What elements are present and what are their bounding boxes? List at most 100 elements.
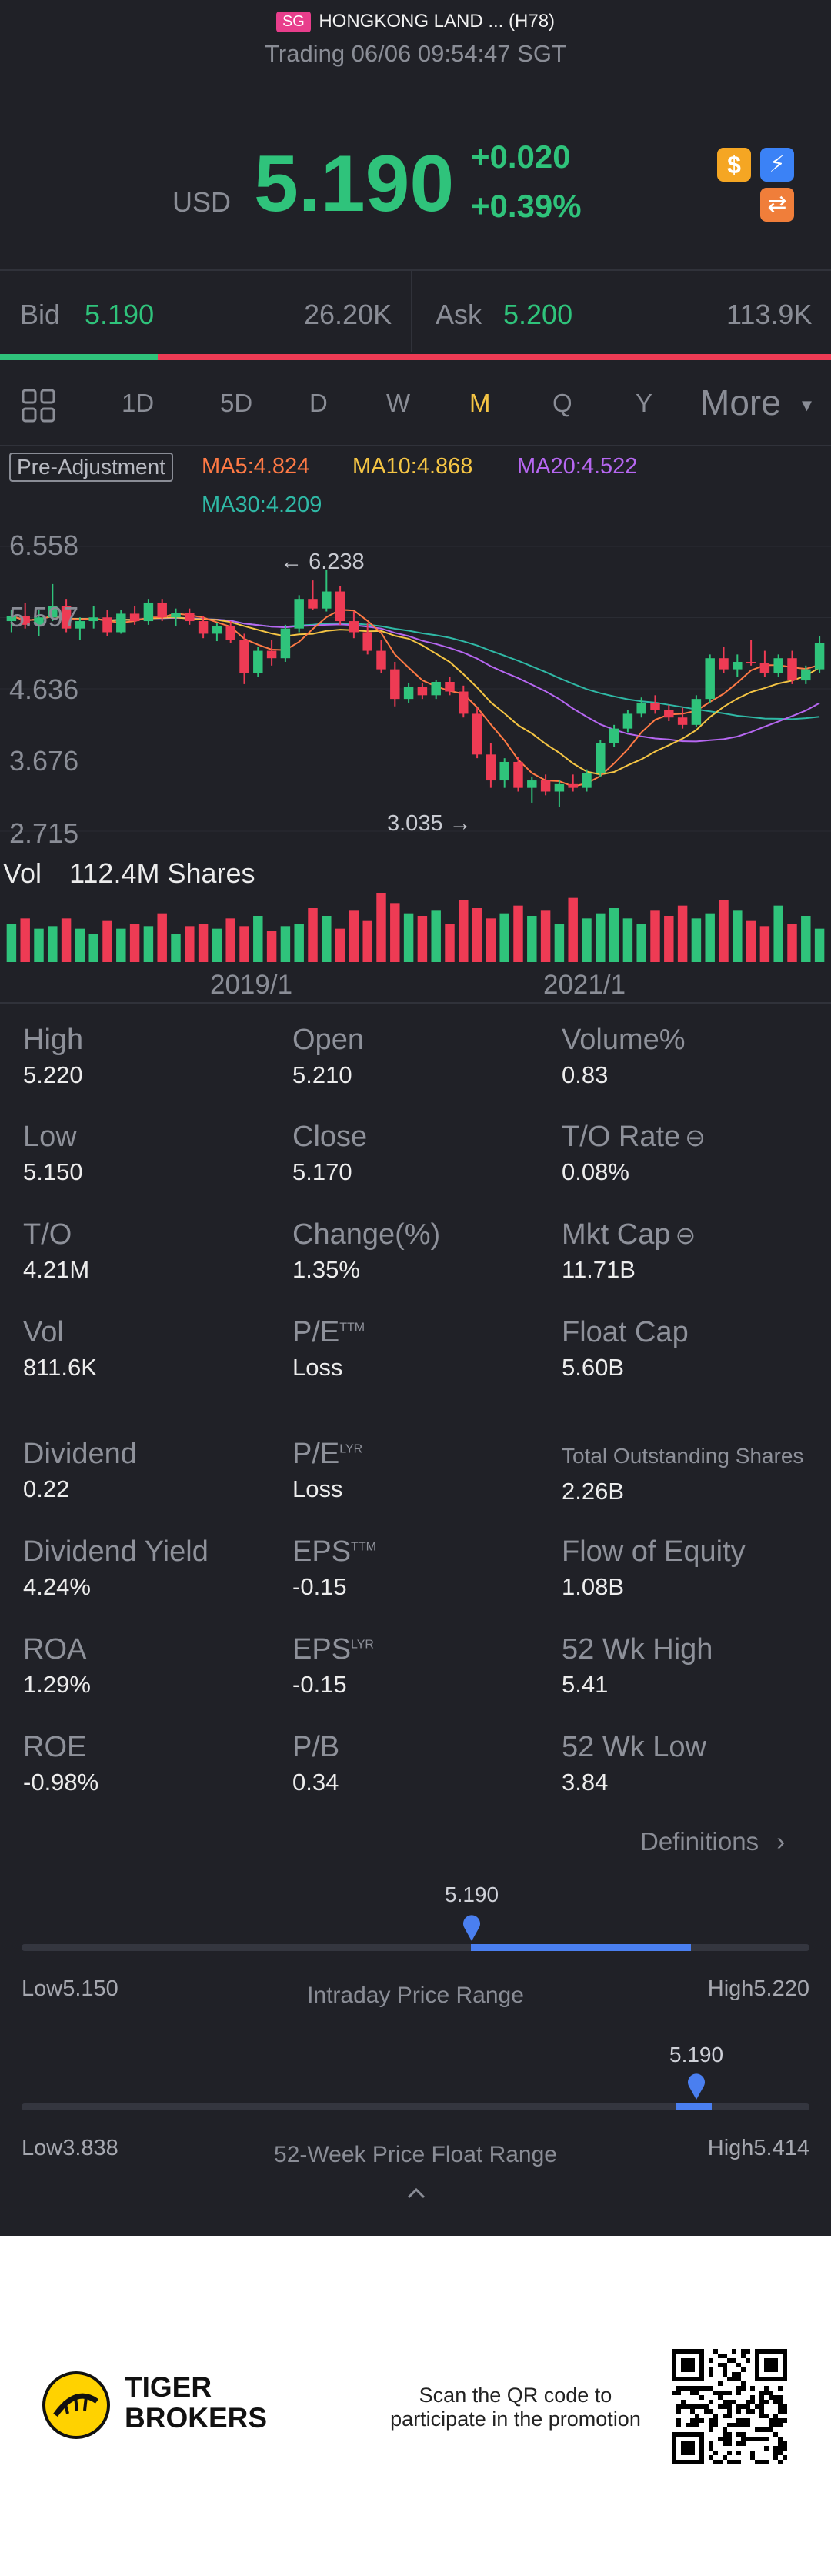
min-price-marker: 3.035 → <box>387 811 472 837</box>
layout-grid-icon[interactable] <box>22 389 55 423</box>
stat-label: Volume% <box>562 1024 686 1057</box>
arrow-left-icon: ← <box>280 550 302 574</box>
info-icon[interactable]: ⊖ <box>685 1124 706 1151</box>
tabs-divider <box>0 445 831 446</box>
candle <box>787 650 797 684</box>
candle-body <box>499 761 509 781</box>
candle-body <box>513 761 523 788</box>
collapse-chevron-up-icon[interactable] <box>406 2186 426 2203</box>
intraday-high: High5.220 <box>707 1976 809 2001</box>
stat-label: Dividend Yield <box>23 1535 209 1569</box>
volume-bar <box>554 924 565 962</box>
volume-bar <box>390 903 400 962</box>
candle <box>417 682 428 700</box>
stat-label-suffix: TTM <box>351 1540 376 1554</box>
tab-d[interactable]: D <box>309 389 328 417</box>
candle <box>622 710 633 733</box>
definitions-link[interactable]: Definitions › <box>640 1827 785 1856</box>
candle <box>102 610 112 636</box>
stat-label-suffix: LYR <box>351 1638 374 1652</box>
stat-value: 4.24% <box>23 1573 91 1600</box>
qr-code-icon[interactable] <box>672 2349 787 2464</box>
stat-cell: 52 Wk High 5.41 <box>562 1633 713 1699</box>
candle <box>185 608 195 625</box>
stat-value: 5.170 <box>292 1158 352 1185</box>
candle-body <box>486 754 496 781</box>
stat-value: 5.150 <box>23 1158 83 1185</box>
candle-body <box>677 717 688 725</box>
candle <box>609 724 619 747</box>
info-icon[interactable]: ⊖ <box>675 1221 696 1249</box>
volume-bar <box>759 926 770 962</box>
stat-cell: P/ETTM Loss <box>292 1316 365 1382</box>
max-price-value: 6.238 <box>309 550 365 574</box>
stat-cell: P/ELYR Loss <box>292 1438 362 1503</box>
stat-value: 5.60B <box>562 1354 625 1381</box>
stat-label: 52 Wk Low <box>562 1731 706 1764</box>
tab-w[interactable]: W <box>386 389 411 417</box>
candle <box>75 617 85 640</box>
stat-label: Dividend <box>23 1438 137 1471</box>
swap-icon[interactable]: ⇄ <box>760 188 794 222</box>
stat-cell: T/O 4.21M <box>23 1218 89 1284</box>
candle-body <box>472 713 482 755</box>
candle <box>596 740 606 777</box>
stat-label: Close <box>292 1121 367 1154</box>
volume-bar <box>705 913 715 962</box>
stat-cell: EPSTTM -0.15 <box>292 1535 376 1601</box>
stat-cell: EPSLYR -0.15 <box>292 1633 374 1699</box>
stat-label-text: Total Outstanding Shares <box>562 1444 804 1468</box>
caret-down-icon: ▼ <box>798 395 816 415</box>
stock-name[interactable]: HONGKONG LAND ... (H78) <box>319 11 556 32</box>
candle-body <box>239 640 249 673</box>
stat-cell: Total Outstanding Shares 2.26B <box>562 1438 803 1505</box>
bid-price: 5.190 <box>85 299 155 330</box>
stat-value: 2.26B <box>562 1478 625 1505</box>
stat-value: 5.41 <box>562 1671 609 1698</box>
candle <box>746 640 756 666</box>
bid-ask-separator <box>411 271 412 352</box>
tab-q[interactable]: Q <box>552 389 572 417</box>
volume-bar <box>362 920 372 962</box>
candle <box>540 774 551 796</box>
stat-label-text: Volume% <box>562 1024 686 1056</box>
pre-adjustment-toggle[interactable]: Pre-Adjustment <box>9 453 173 482</box>
candle <box>499 758 509 788</box>
ma10-line <box>11 615 820 776</box>
stat-value: 4.21M <box>23 1256 90 1283</box>
candle-body <box>622 713 633 729</box>
stat-label: Total Outstanding Shares <box>562 1438 803 1473</box>
candle-body <box>801 669 811 681</box>
stat-value: 1.29% <box>23 1671 91 1698</box>
stat-label-text: Vol <box>23 1316 64 1348</box>
candle <box>719 647 729 673</box>
ask-price: 5.200 <box>503 299 573 330</box>
min-price-value: 3.035 <box>387 811 443 836</box>
lightning-icon[interactable]: ⚡ <box>760 148 794 182</box>
candle <box>198 616 209 639</box>
volume-bar <box>225 918 235 962</box>
stat-label: P/ELYR <box>292 1438 362 1471</box>
candle <box>705 654 715 703</box>
candle-body <box>88 617 98 622</box>
tab-m[interactable]: M <box>469 389 491 417</box>
stat-label: Vol <box>23 1316 97 1349</box>
candle <box>677 707 688 729</box>
candle <box>171 608 181 626</box>
price-change: +0.020 <box>471 139 571 175</box>
stat-label: High <box>23 1024 83 1057</box>
candle-body <box>225 626 235 640</box>
tab-5d[interactable]: 5D <box>220 389 253 417</box>
candle-body <box>20 616 30 625</box>
volume-bar <box>280 926 291 962</box>
currency-icon[interactable]: $ <box>717 148 751 182</box>
tab-1d[interactable]: 1D <box>122 389 155 417</box>
ma30-label: MA30:4.209 <box>202 493 322 517</box>
candle <box>403 682 414 703</box>
x-axis-label: 2021/1 <box>543 970 626 1000</box>
volume-bar <box>719 900 729 962</box>
candle <box>349 611 359 639</box>
price-chart[interactable] <box>0 523 831 862</box>
tab-more[interactable]: More ▼ <box>700 382 815 423</box>
tab-y[interactable]: Y <box>636 389 653 417</box>
